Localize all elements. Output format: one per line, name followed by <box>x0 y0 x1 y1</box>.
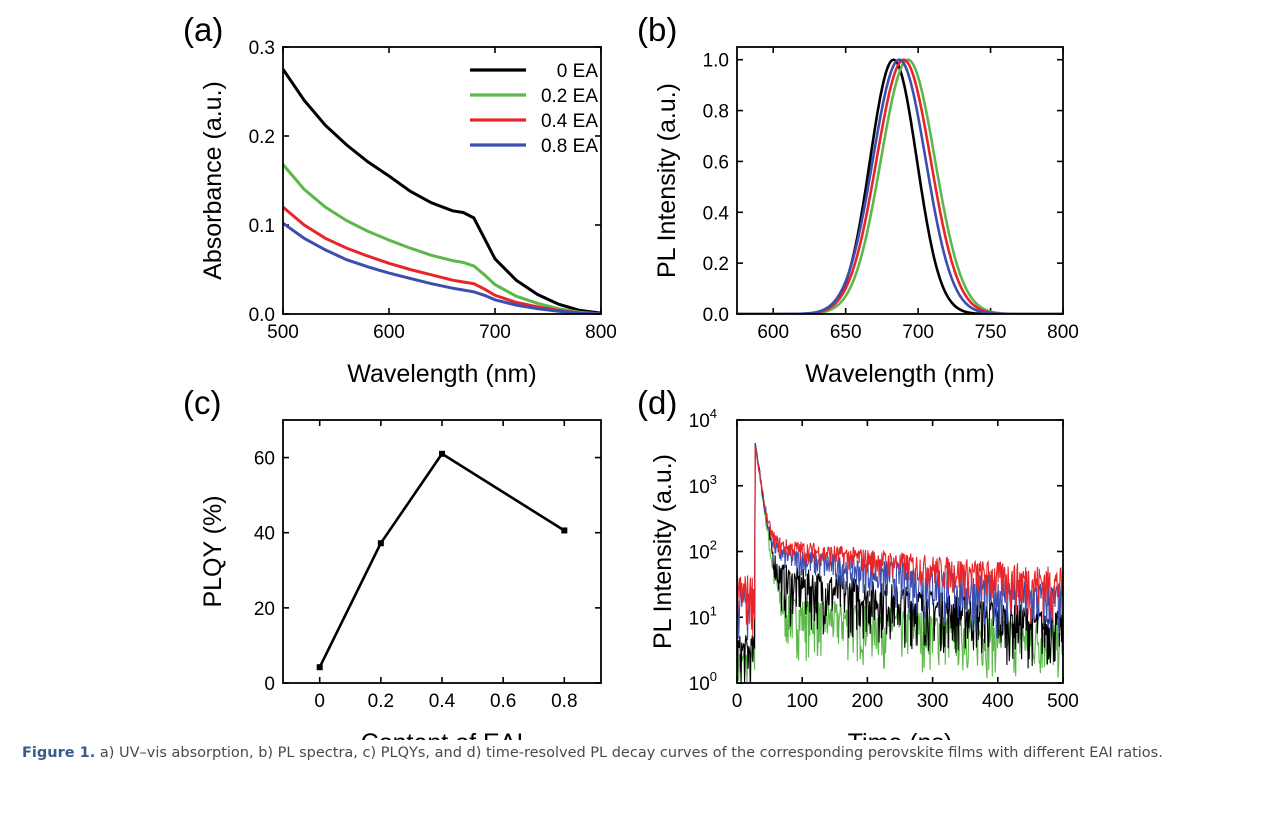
x-tick-label: 0 <box>314 691 325 712</box>
y-tick-label: 0.1 <box>249 216 275 237</box>
x-tick-label: 100 <box>786 691 818 712</box>
y-tick-label: 0.4 <box>703 203 730 224</box>
plot-frame <box>282 419 602 684</box>
x-axis-label: Wavelength (nm) <box>805 360 994 388</box>
legend-label: 0 EA <box>557 61 599 82</box>
panel-label: (a) <box>183 11 223 48</box>
caption-text: a) UV–vis absorption, b) PL spectra, c) … <box>95 745 1163 761</box>
decay-trace-0-4-EA <box>737 446 1063 637</box>
y-tick-exponent: 1 <box>710 603 717 618</box>
y-tick-label: 104 <box>689 406 717 432</box>
legend-label: 0.8 EA <box>541 136 598 157</box>
data-point <box>377 540 384 547</box>
x-tick-label: 200 <box>852 691 884 712</box>
legend-label: 0.4 EA <box>541 111 598 132</box>
x-tick-label: 800 <box>1047 322 1079 343</box>
y-tick-label: 0.2 <box>703 254 729 275</box>
x-tick-label: 750 <box>975 322 1007 343</box>
x-tick-label: 800 <box>585 322 617 343</box>
decay-trace-0-8-EA <box>737 443 1063 641</box>
y-tick-exponent: 0 <box>710 669 717 684</box>
x-tick-label: 600 <box>757 322 789 343</box>
x-tick-label: 0.6 <box>490 691 516 712</box>
y-tick-label: 100 <box>689 669 717 695</box>
series-line-0-2-EA <box>737 58 1063 314</box>
data-point <box>316 664 323 671</box>
figure-caption: Figure 1. a) UV–vis absorption, b) PL sp… <box>22 742 1242 764</box>
x-tick-label: 700 <box>902 322 934 343</box>
panel-a: (a) 500 600 700 800 0.0 0.1 0.2 0.3 Wavelength (n… <box>183 11 617 388</box>
y-tick-label: 0.2 <box>249 127 275 148</box>
legend-label: 0.2 EA <box>541 86 598 107</box>
x-tick-label: 650 <box>830 322 862 343</box>
x-tick-label: 700 <box>479 322 511 343</box>
panel-d: (d)0100200300400500100101102103104Time (… <box>637 384 1079 740</box>
y-tick-label: 40 <box>254 524 275 545</box>
x-tick-label: 500 <box>1047 691 1079 712</box>
y-tick-label: 0.6 <box>703 152 729 173</box>
y-tick-label: 102 <box>689 538 717 564</box>
x-axis-label: Content of EAI <box>361 729 524 740</box>
y-axis-label: PL Intensity (a.u.) <box>653 83 681 278</box>
data-point <box>561 527 568 534</box>
panel-label: (b) <box>637 11 677 48</box>
series-line-0-EA <box>283 68 601 314</box>
x-tick-label: 0.2 <box>368 691 394 712</box>
y-tick-label: 60 <box>254 449 275 470</box>
y-tick-label: 0.3 <box>249 38 275 59</box>
y-tick-label: 0.0 <box>703 305 729 326</box>
y-tick-label: 0.0 <box>249 305 275 326</box>
x-tick-label: 500 <box>267 322 299 343</box>
y-axis-label: PL Intensity (a.u.) <box>649 454 677 649</box>
y-tick-label: 0.8 <box>703 102 729 123</box>
plot-frame <box>736 419 1064 684</box>
series-line-0-4-EA <box>737 58 1063 314</box>
x-tick-label: 600 <box>373 322 405 343</box>
panel-label: (c) <box>183 384 221 421</box>
decay-trace-0-EA <box>737 443 1063 683</box>
data-point <box>439 450 445 457</box>
y-axis-label: Absorbance (a.u.) <box>199 81 227 280</box>
series-line-0-EA <box>737 58 1063 314</box>
plot-frame <box>736 46 1064 315</box>
caption-label: Figure 1. <box>22 745 96 761</box>
y-tick-label: 1.0 <box>703 51 729 72</box>
y-tick-label: 101 <box>689 603 717 629</box>
y-tick-exponent: 2 <box>710 538 717 553</box>
y-tick-label: 20 <box>254 599 275 620</box>
x-tick-label: 0.4 <box>429 691 456 712</box>
x-tick-label: 300 <box>917 691 949 712</box>
y-tick-exponent: 4 <box>710 406 717 421</box>
series-line-0-2-EA <box>283 163 601 314</box>
x-axis-label: Time (ns) <box>848 729 953 740</box>
series-line-0-8-EA <box>737 58 1063 314</box>
plot-frame <box>282 46 602 315</box>
x-axis-label: Wavelength (nm) <box>347 360 536 388</box>
series-line-0-8-EA <box>283 221 601 314</box>
x-tick-label: 0.8 <box>551 691 577 712</box>
x-tick-label: 400 <box>982 691 1014 712</box>
y-axis-label: PLQY (%) <box>199 495 227 607</box>
y-tick-label: 0 <box>264 674 275 695</box>
panel-label: (d) <box>637 384 677 421</box>
y-tick-exponent: 3 <box>710 472 717 487</box>
x-tick-label: 0 <box>732 691 743 712</box>
series-line-0-4-EA <box>283 206 601 314</box>
plqy-line <box>318 452 565 668</box>
panel-c: (c) 0 0.2 0.4 0.6 0.8 0 20 40 60 Content of EAI PLQ… <box>183 384 602 740</box>
y-tick-label: 103 <box>689 472 717 498</box>
panel-b: (b) 600 650 700 750 800 0.0 0.2 0.4 0.6 0.8 1.0 Wave… <box>637 11 1079 388</box>
